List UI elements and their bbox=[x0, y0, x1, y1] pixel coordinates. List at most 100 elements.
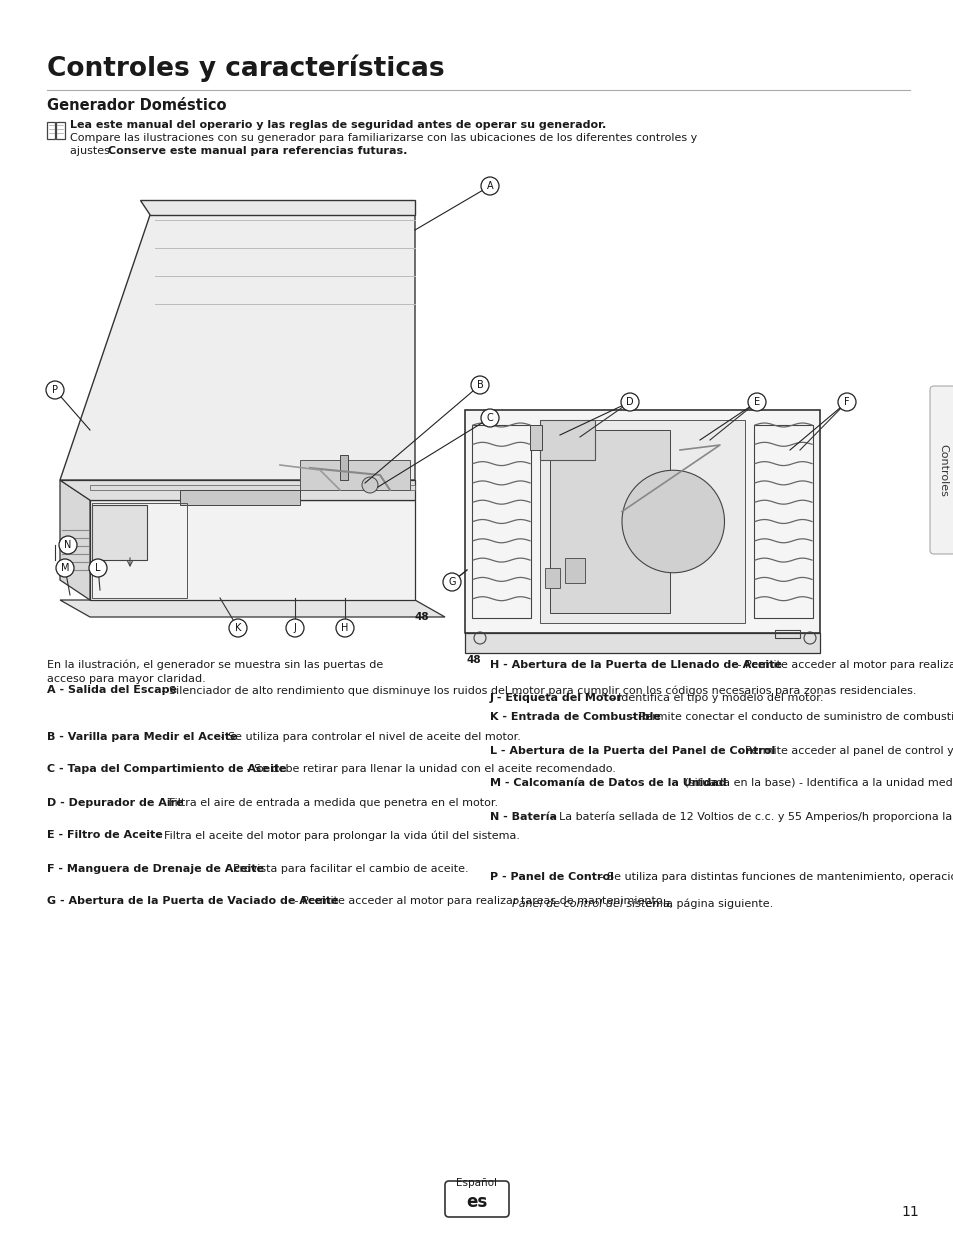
Bar bbox=[564, 558, 584, 583]
Circle shape bbox=[442, 573, 460, 592]
Text: - Filtra el aceite del motor para prolongar la vida útil del sistema.: - Filtra el aceite del motor para prolon… bbox=[152, 830, 519, 841]
Circle shape bbox=[286, 619, 304, 637]
Text: - Permite conectar el conducto de suministro de combustible.: - Permite conectar el conducto de sumini… bbox=[627, 713, 953, 722]
Polygon shape bbox=[180, 490, 299, 505]
Circle shape bbox=[480, 177, 498, 195]
Circle shape bbox=[361, 477, 377, 493]
Polygon shape bbox=[140, 200, 415, 215]
Text: C - Tapa del Compartimiento de Aceite: C - Tapa del Compartimiento de Aceite bbox=[47, 764, 286, 774]
Text: - Se utiliza para distintas funciones de mantenimiento, operación y prueba. Cons: - Se utiliza para distintas funciones de… bbox=[596, 872, 953, 882]
Bar bbox=[550, 430, 669, 613]
Text: G - Abertura de la Puerta de Vaciado de Aceite: G - Abertura de la Puerta de Vaciado de … bbox=[47, 897, 338, 906]
Text: K - Entrada de Combustible: K - Entrada de Combustible bbox=[490, 713, 660, 722]
Text: ajustes.: ajustes. bbox=[70, 146, 117, 156]
Text: H - Abertura de la Puerta de Llenado de Aceite: H - Abertura de la Puerta de Llenado de … bbox=[490, 659, 781, 671]
Text: Lea este manual del operario y las reglas de seguridad antes de operar su genera: Lea este manual del operario y las regla… bbox=[70, 120, 605, 130]
Text: - Se debe retirar para llenar la unidad con el aceite recomendado.: - Se debe retirar para llenar la unidad … bbox=[243, 764, 616, 774]
Text: K: K bbox=[234, 622, 241, 634]
Text: - Identifica el tipo y modelo del motor.: - Identifica el tipo y modelo del motor. bbox=[606, 693, 822, 703]
Text: - Permite acceder al motor para realizar tareas de mantenimiento.: - Permite acceder al motor para realizar… bbox=[291, 897, 665, 906]
Text: P: P bbox=[52, 385, 58, 395]
Bar bbox=[472, 425, 531, 618]
Circle shape bbox=[56, 559, 74, 577]
Text: D - Depurador de Aire: D - Depurador de Aire bbox=[47, 798, 183, 808]
Text: - Provista para facilitar el cambio de aceite.: - Provista para facilitar el cambio de a… bbox=[222, 863, 468, 873]
Text: - La batería sellada de 12 Voltios de c.c. y 55 Amperios/h proporciona la energí: - La batería sellada de 12 Voltios de c.… bbox=[548, 811, 953, 823]
Bar bbox=[544, 568, 559, 588]
Text: - Filtra el aire de entrada a medida que penetra en el motor.: - Filtra el aire de entrada a medida que… bbox=[158, 798, 497, 808]
Bar bbox=[91, 505, 147, 559]
Bar bbox=[339, 454, 348, 480]
Text: E: E bbox=[753, 396, 760, 408]
Text: E - Filtro de Aceite: E - Filtro de Aceite bbox=[47, 830, 163, 841]
Text: 48: 48 bbox=[467, 655, 481, 664]
Text: A: A bbox=[486, 182, 493, 191]
Polygon shape bbox=[60, 600, 444, 618]
Text: F: F bbox=[843, 396, 849, 408]
Polygon shape bbox=[90, 500, 415, 600]
Polygon shape bbox=[90, 485, 415, 490]
Circle shape bbox=[480, 409, 498, 427]
Text: Español: Español bbox=[456, 1178, 497, 1188]
Text: M - Calcomanía de Datos de la Unidad: M - Calcomanía de Datos de la Unidad bbox=[490, 778, 726, 788]
Text: Compare las ilustraciones con su generador para familiarizarse con las ubicacion: Compare las ilustraciones con su generad… bbox=[70, 133, 697, 143]
Polygon shape bbox=[60, 215, 415, 480]
Circle shape bbox=[471, 375, 489, 394]
FancyBboxPatch shape bbox=[444, 1181, 509, 1216]
Text: Controles: Controles bbox=[937, 443, 947, 496]
Text: L: L bbox=[95, 563, 101, 573]
Bar bbox=[91, 503, 187, 598]
Circle shape bbox=[620, 393, 639, 411]
Text: B: B bbox=[476, 380, 483, 390]
Bar bbox=[539, 420, 595, 459]
Circle shape bbox=[46, 382, 64, 399]
Bar bbox=[47, 122, 55, 140]
Bar bbox=[530, 425, 541, 450]
Text: N: N bbox=[64, 540, 71, 550]
Polygon shape bbox=[299, 459, 410, 490]
Bar bbox=[464, 410, 820, 634]
Circle shape bbox=[229, 619, 247, 637]
Text: - Permite acceder al motor para realizar tareas de mantenimiento.: - Permite acceder al motor para realizar… bbox=[733, 659, 953, 671]
Text: J: J bbox=[294, 622, 296, 634]
Text: G: G bbox=[448, 577, 456, 587]
Bar bbox=[539, 420, 744, 622]
Text: C: C bbox=[486, 412, 493, 424]
Text: 11: 11 bbox=[901, 1205, 918, 1219]
Text: En la ilustración, el generador se muestra sin las puertas de: En la ilustración, el generador se muest… bbox=[47, 659, 383, 671]
Text: J - Etiqueta del Motor: J - Etiqueta del Motor bbox=[490, 693, 622, 703]
Text: B - Varilla para Medir el Aceite: B - Varilla para Medir el Aceite bbox=[47, 731, 237, 741]
FancyBboxPatch shape bbox=[929, 387, 953, 555]
Circle shape bbox=[59, 536, 77, 555]
Text: D: D bbox=[625, 396, 633, 408]
Circle shape bbox=[837, 393, 855, 411]
Text: acceso para mayor claridad.: acceso para mayor claridad. bbox=[47, 673, 206, 683]
Text: L - Abertura de la Puerta del Panel de Control: L - Abertura de la Puerta del Panel de C… bbox=[490, 746, 775, 756]
Bar bbox=[753, 425, 812, 618]
Text: F - Manguera de Drenaje de Aceite: F - Manguera de Drenaje de Aceite bbox=[47, 863, 264, 873]
Text: - Silenciador de alto rendimiento que disminuye los ruidos del motor para cumpli: - Silenciador de alto rendimiento que di… bbox=[158, 685, 916, 695]
Text: Generador Doméstico: Generador Doméstico bbox=[47, 98, 226, 112]
Polygon shape bbox=[60, 480, 415, 500]
Text: - Se utiliza para controlar el nivel de aceite del motor.: - Se utiliza para controlar el nivel de … bbox=[216, 731, 520, 741]
Text: en la página siguiente.: en la página siguiente. bbox=[641, 899, 773, 909]
Circle shape bbox=[89, 559, 107, 577]
Text: H: H bbox=[341, 622, 349, 634]
Text: P - Panel de Control: P - Panel de Control bbox=[490, 872, 613, 882]
Text: M: M bbox=[61, 563, 70, 573]
Text: Conserve este manual para referencias futuras.: Conserve este manual para referencias fu… bbox=[108, 146, 407, 156]
Text: Panel de control del sistema,: Panel de control del sistema, bbox=[512, 899, 673, 909]
Bar bbox=[774, 630, 800, 638]
Bar bbox=[464, 634, 820, 653]
Text: A - Salida del Escape: A - Salida del Escape bbox=[47, 685, 177, 695]
Circle shape bbox=[747, 393, 765, 411]
Text: es: es bbox=[466, 1193, 487, 1212]
Text: (situada en la base) - Identifica a la unidad mediante un número de serie.: (situada en la base) - Identifica a la u… bbox=[680, 778, 953, 788]
Text: 48: 48 bbox=[415, 613, 429, 622]
Text: - Permite acceder al panel de control y a la batería.: - Permite acceder al panel de control y … bbox=[733, 746, 953, 756]
Bar bbox=[56, 122, 65, 140]
Polygon shape bbox=[60, 480, 90, 600]
Text: N - Batería: N - Batería bbox=[490, 811, 557, 821]
Circle shape bbox=[621, 471, 723, 573]
Circle shape bbox=[335, 619, 354, 637]
